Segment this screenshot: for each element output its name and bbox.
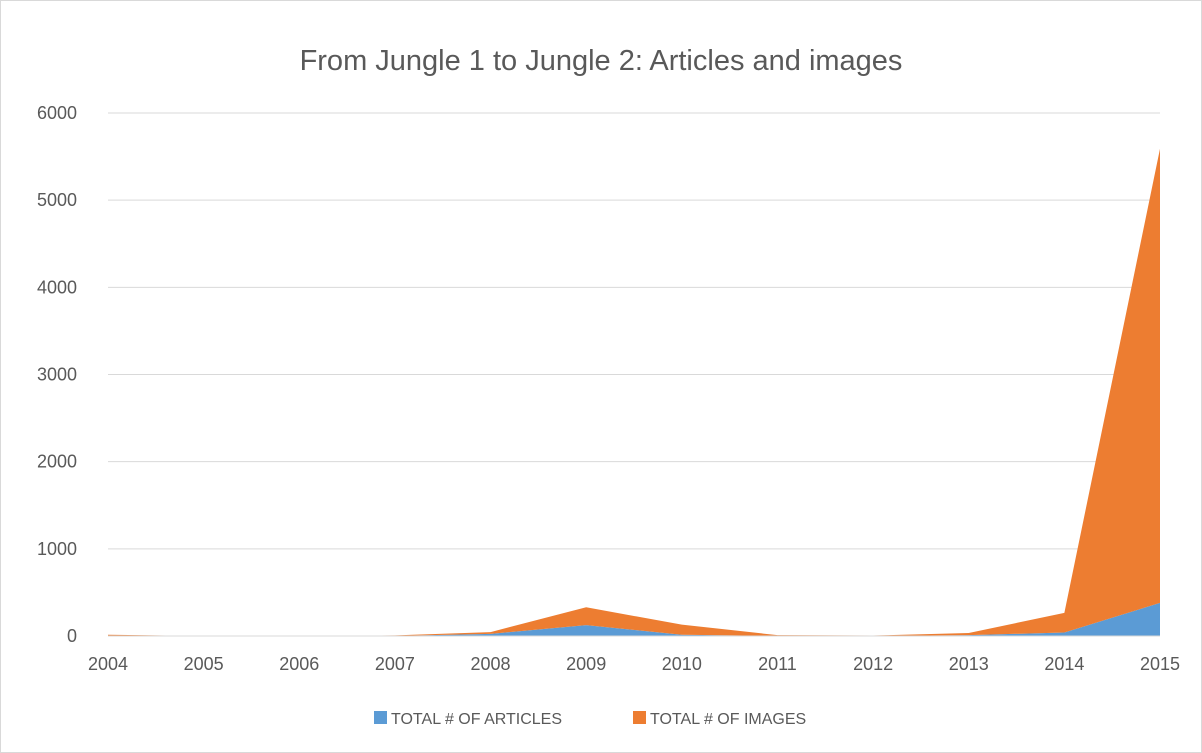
legend-swatch bbox=[374, 711, 387, 724]
y-tick-label: 2000 bbox=[37, 452, 77, 472]
x-tick-label: 2009 bbox=[566, 654, 606, 674]
x-tick-label: 2015 bbox=[1140, 654, 1180, 674]
series-area-images bbox=[108, 148, 1160, 637]
x-tick-label: 2004 bbox=[88, 654, 128, 674]
gridlines bbox=[108, 112, 1160, 550]
x-axis-ticks: 2004 2005 2006 2007 2008 2009 2010 2011 2012 2013… bbox=[88, 654, 1180, 674]
x-tick-label: 2006 bbox=[279, 654, 319, 674]
x-tick-label: 2007 bbox=[375, 654, 415, 674]
x-tick-label: 2011 bbox=[758, 654, 797, 674]
x-tick-label: 2013 bbox=[949, 654, 989, 674]
y-tick-label: 0 bbox=[67, 626, 77, 646]
x-tick-label: 2010 bbox=[662, 654, 702, 674]
y-tick-label: 6000 bbox=[37, 103, 77, 123]
x-tick-label: 2012 bbox=[853, 654, 893, 674]
series-areas bbox=[108, 148, 1160, 637]
y-tick-label: 1000 bbox=[37, 539, 77, 559]
y-tick-label: 3000 bbox=[37, 365, 77, 385]
y-tick-label: 4000 bbox=[37, 277, 77, 297]
x-tick-label: 2008 bbox=[471, 654, 511, 674]
legend-swatch bbox=[633, 711, 646, 724]
x-tick-label: 2014 bbox=[1044, 654, 1084, 674]
chart-title: From Jungle 1 to Jungle 2: Articles and … bbox=[300, 45, 903, 77]
legend: TOTAL # OF ARTICLES TOTAL # OF IMAGES bbox=[374, 711, 806, 728]
y-axis-ticks: 0 1000 2000 3000 4000 5000 6000 bbox=[37, 103, 77, 646]
y-tick-label: 5000 bbox=[37, 190, 77, 210]
legend-label: TOTAL # OF ARTICLES bbox=[391, 711, 562, 728]
x-tick-label: 2005 bbox=[184, 654, 224, 674]
legend-label: TOTAL # OF IMAGES bbox=[650, 711, 806, 728]
